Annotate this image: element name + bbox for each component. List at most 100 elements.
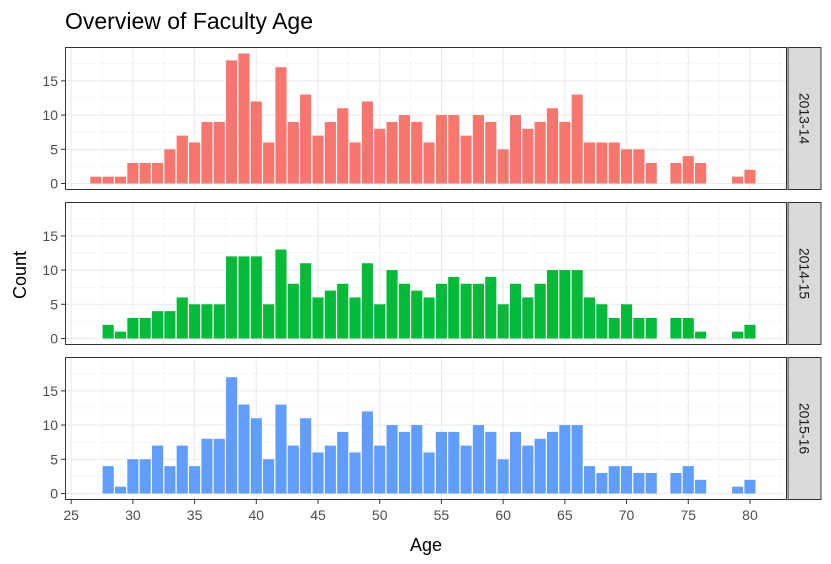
bar — [472, 425, 485, 494]
bar — [398, 115, 410, 184]
bar — [324, 445, 336, 494]
bar — [633, 317, 645, 339]
facet-panels: 0 5 10 15 2013-14 0 5 10 15 2014-15 0 5 10 15 2015-16 — [42, 47, 822, 502]
bar — [238, 256, 250, 339]
bar — [732, 176, 744, 184]
bar — [682, 156, 694, 184]
bar — [645, 162, 657, 184]
bar — [670, 472, 682, 494]
bar — [522, 297, 534, 339]
bar — [559, 425, 571, 494]
bar — [337, 108, 349, 184]
bar — [423, 142, 435, 184]
x-tick-label: 60 — [495, 507, 511, 523]
y-tick-label: 15 — [42, 228, 58, 244]
bar — [472, 283, 485, 339]
bar — [213, 121, 225, 184]
bar — [102, 466, 114, 494]
bar — [744, 479, 756, 494]
bar — [300, 94, 312, 184]
bar — [275, 404, 287, 494]
bar — [485, 121, 497, 184]
bar — [744, 324, 756, 339]
bar — [287, 283, 299, 339]
bar — [398, 431, 410, 494]
x-axis-title: Age — [410, 535, 442, 555]
bar — [546, 270, 559, 339]
bar — [287, 445, 299, 494]
x-axis: 25 30 35 40 45 50 55 60 65 70 75 80 — [63, 500, 758, 523]
bar — [312, 297, 324, 339]
x-tick-label: 40 — [249, 507, 265, 523]
bar — [300, 263, 312, 339]
y-tick-label: 0 — [50, 331, 58, 347]
bar — [361, 411, 373, 494]
bar — [497, 304, 509, 339]
bar — [509, 115, 522, 184]
bar — [189, 142, 201, 184]
bar — [596, 472, 608, 494]
bar — [263, 459, 275, 494]
bar — [164, 149, 176, 184]
bar — [312, 452, 324, 494]
bar — [263, 142, 275, 184]
bar — [423, 297, 435, 339]
bar — [435, 431, 447, 494]
bar — [448, 431, 460, 494]
bar — [670, 162, 682, 184]
bar — [448, 276, 460, 339]
bar — [226, 60, 238, 184]
bar — [633, 472, 645, 494]
bar — [374, 128, 386, 184]
facet-panel-2014-15: 0 5 10 15 2014-15 — [42, 202, 822, 347]
bar — [250, 256, 262, 339]
bar — [411, 290, 423, 339]
bar — [534, 283, 546, 339]
bar — [695, 162, 707, 184]
bar — [189, 466, 201, 494]
bar — [682, 466, 694, 494]
y-tick-label: 5 — [50, 141, 58, 157]
facet-strip-label: 2014-15 — [797, 248, 813, 300]
bar — [164, 311, 176, 339]
bar — [275, 67, 287, 184]
bar — [139, 459, 151, 494]
bar — [435, 283, 447, 339]
bar — [608, 142, 620, 184]
bar — [621, 304, 633, 339]
bar — [571, 94, 583, 184]
bar — [152, 162, 164, 184]
bar — [287, 121, 299, 184]
bar — [201, 304, 213, 339]
bar — [522, 128, 534, 184]
bar — [695, 331, 707, 339]
bar — [114, 176, 127, 184]
bar — [102, 176, 114, 184]
bar — [349, 142, 361, 184]
bar — [559, 270, 571, 339]
bar — [621, 149, 633, 184]
bar — [90, 176, 102, 184]
bar — [114, 331, 127, 339]
bar — [546, 431, 559, 494]
bar — [361, 101, 373, 184]
bars-2013-14 — [90, 53, 756, 184]
bar — [114, 486, 127, 494]
bar — [250, 418, 262, 494]
bar — [213, 304, 225, 339]
bar — [448, 115, 460, 184]
y-tick-label: 10 — [42, 107, 58, 123]
bar — [386, 121, 398, 184]
bar — [522, 445, 534, 494]
bar — [460, 283, 472, 339]
bar — [386, 270, 398, 339]
bar — [139, 317, 151, 339]
bar — [263, 304, 275, 339]
bar — [509, 283, 522, 339]
bar — [695, 479, 707, 494]
x-tick-label: 35 — [187, 507, 203, 523]
facet-strip — [787, 357, 822, 500]
bar — [497, 459, 509, 494]
facet-panel-2015-16: 0 5 10 15 2015-16 — [42, 357, 822, 502]
